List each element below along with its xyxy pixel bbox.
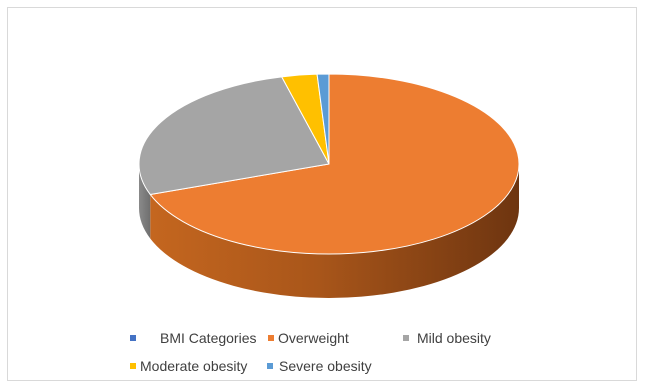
legend-label: Severe obesity	[279, 358, 372, 374]
legend-swatch	[130, 363, 136, 369]
legend-swatch	[268, 335, 274, 341]
pie-slice-overweight	[149, 73, 520, 255]
legend-label: Overweight	[278, 330, 349, 346]
pie-side-overweight	[150, 164, 519, 299]
pie-side-mild-obesity	[139, 164, 151, 239]
legend-label: Moderate obesity	[140, 358, 248, 374]
legend-swatch	[403, 335, 409, 341]
legend-item-mild-obesity: Mild obesity	[403, 330, 491, 346]
legend-item-overweight: Overweight	[268, 330, 349, 346]
legend-item-moderate-obesity: Moderate obesity	[130, 358, 247, 374]
pie-slice-mild-obesity	[138, 76, 330, 195]
legend-item-bmi-categories: BMI Categories	[130, 330, 256, 346]
legend-swatch	[267, 363, 273, 369]
pie-slice-severe-obesity	[316, 73, 330, 165]
pie-side-group	[139, 164, 519, 299]
pie-top-group	[138, 73, 520, 255]
legend-item-severe-obesity: Severe obesity	[267, 358, 372, 374]
legend-label: BMI Categories	[160, 330, 257, 346]
legend-swatch	[130, 335, 136, 341]
legend-label: Mild obesity	[417, 330, 491, 346]
